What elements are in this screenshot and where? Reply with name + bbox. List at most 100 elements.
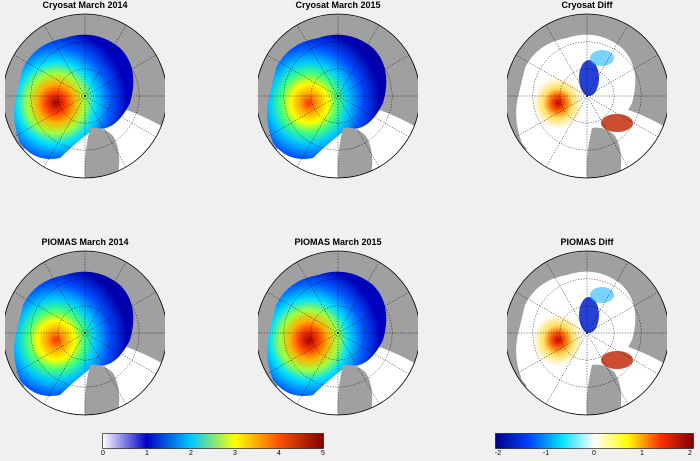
meridian-line [586,332,659,375]
meridian-line [13,95,86,138]
polar-map [507,13,667,179]
positive-anomaly [601,114,633,132]
meridian-line [84,95,127,168]
negative-anomaly [590,50,614,66]
meridian-line [337,54,410,97]
meridian-line [337,291,410,334]
colorbar-gradient [102,433,324,449]
colorbar-tick: 2 [688,450,692,457]
meridian-line [545,332,588,405]
meridian-line [337,261,380,334]
panel-title: PIOMAS Diff [560,237,614,247]
colorbar-tick: 1 [145,450,149,457]
panel-piomas-diff: PIOMAS Diff [507,237,667,417]
colorbar-tick: 5 [321,450,325,457]
panel-title: Cryosat Diff [561,0,613,10]
polar-map [5,250,165,416]
panel-title: PIOMAS March 2015 [294,237,382,247]
polar-map [507,250,667,416]
meridian-line [13,54,86,97]
meridian-line [43,24,86,97]
colorbar-gradient [495,433,694,449]
meridian-line [266,95,339,138]
meridian-line [266,332,339,375]
panel-cryosat-2014: Cryosat March 2014 [5,0,165,180]
meridian-line [586,261,629,334]
meridian-line [13,291,86,334]
meridian-line [586,291,659,334]
polar-map [5,13,165,179]
graticule [258,251,418,415]
graticule [258,14,418,178]
map-boundary [507,250,667,416]
meridian-line [545,95,588,168]
meridian-line [84,291,157,334]
sea-ice-field [267,34,387,159]
panel-piomas-2014: PIOMAS March 2014 [5,237,165,417]
meridian-line [586,95,629,168]
meridian-line [515,291,588,334]
meridian-line [84,332,127,405]
meridian-line [266,54,339,97]
colorbar-thickness: 0 1 2 3 4 5 [101,433,325,461]
sea-ice-field [14,34,134,159]
panel-piomas-2015: PIOMAS March 2015 [258,237,418,417]
meridian-line [337,95,380,168]
meridian-line [43,332,86,405]
map-boundary [507,13,667,179]
negative-anomaly [590,287,614,303]
panel-cryosat-diff: Cryosat Diff [507,0,667,180]
colorbar-difference: -2 -1 0 1 2 [495,433,694,461]
colorbar-tick: -1 [542,450,550,457]
map-boundary [5,13,165,179]
negative-anomaly [579,60,599,96]
colorbar-tick: 2 [189,450,193,457]
colorbar-tick: -2 [494,450,502,457]
open-ocean [258,103,418,178]
meridian-line [515,95,588,138]
meridian-line [84,54,157,97]
meridian-line [586,95,659,138]
sea-ice-field [14,271,134,396]
meridian-line [545,261,588,334]
panel-title: PIOMAS March 2014 [41,237,129,247]
meridian-line [266,291,339,334]
meridian-line [84,95,157,138]
map-boundary [258,13,418,179]
meridian-line [84,24,127,97]
meridian-line [515,54,588,97]
colorbar-tick: 1 [640,450,644,457]
meridian-line [13,332,86,375]
colorbar-tick: 3 [233,450,237,457]
meridian-line [43,95,86,168]
panel-title: Cryosat March 2014 [42,0,128,10]
meridian-line [43,261,86,334]
map-boundary [258,250,418,416]
open-ocean [5,340,165,415]
meridian-line [296,95,339,168]
meridian-line [296,332,339,405]
meridian-line [586,54,659,97]
meridian-line [296,24,339,97]
panel-cryosat-2015: Cryosat March 2015 [258,0,418,180]
panel-title: Cryosat March 2015 [295,0,381,10]
sea-ice-field [267,271,387,396]
graticule [507,14,667,178]
colorbar-tick: 4 [277,450,281,457]
open-ocean [258,340,418,415]
positive-anomaly [601,351,633,369]
meridian-line [515,332,588,375]
meridian-line [337,95,410,138]
graticule [507,251,667,415]
meridian-line [337,332,380,405]
colorbar-tick: 0 [101,450,105,457]
colorbar-tick: 0 [592,450,596,457]
meridian-line [337,332,410,375]
meridian-line [84,332,157,375]
polar-map [258,250,418,416]
graticule [5,251,165,415]
open-ocean [5,103,165,178]
negative-anomaly [579,297,599,333]
polar-map [258,13,418,179]
meridian-line [337,24,380,97]
